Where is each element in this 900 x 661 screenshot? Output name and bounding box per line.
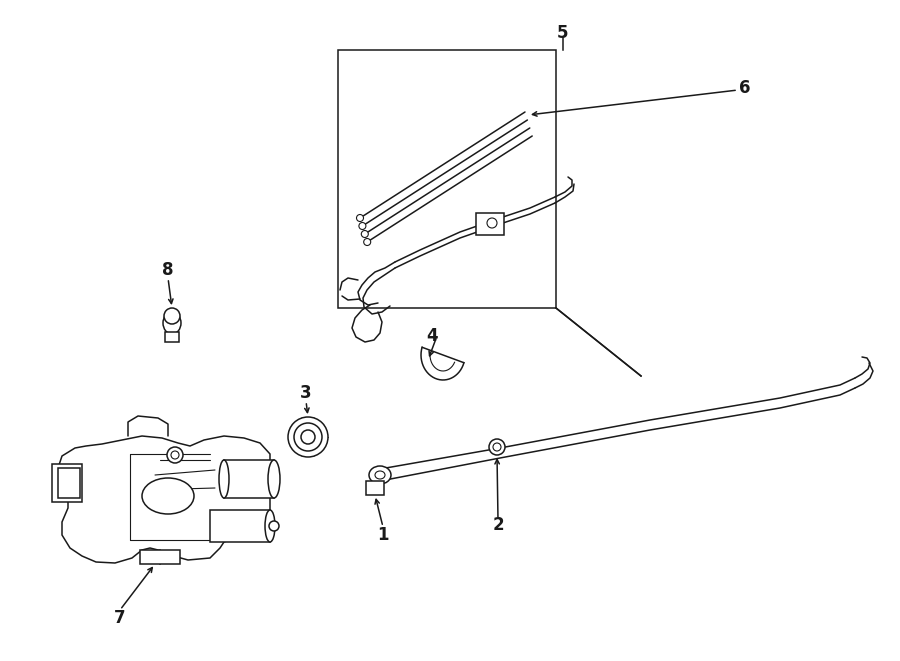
Circle shape	[359, 223, 366, 229]
Polygon shape	[58, 436, 270, 563]
Circle shape	[487, 218, 497, 228]
Bar	[165, 332, 179, 342]
Text: 1: 1	[377, 526, 389, 544]
Ellipse shape	[219, 460, 229, 498]
Text: 4: 4	[427, 327, 437, 345]
Circle shape	[493, 443, 501, 451]
Circle shape	[164, 308, 180, 324]
Circle shape	[361, 231, 368, 237]
Text: 7: 7	[114, 609, 126, 627]
Ellipse shape	[142, 478, 194, 514]
Circle shape	[489, 439, 505, 455]
Circle shape	[288, 417, 328, 457]
Circle shape	[364, 239, 371, 245]
Bar	[140, 550, 180, 564]
Circle shape	[269, 521, 279, 531]
Bar	[338, 50, 556, 308]
Ellipse shape	[375, 471, 385, 479]
Ellipse shape	[163, 312, 181, 334]
Text: 3: 3	[301, 384, 311, 402]
Bar	[366, 481, 384, 495]
Ellipse shape	[265, 510, 275, 542]
Bar	[476, 213, 504, 235]
Text: 6: 6	[739, 79, 751, 97]
Circle shape	[171, 451, 179, 459]
Bar	[58, 468, 80, 498]
Text: 8: 8	[162, 261, 174, 279]
Bar	[52, 464, 82, 502]
Bar	[210, 510, 270, 542]
Ellipse shape	[268, 460, 280, 498]
Ellipse shape	[369, 466, 391, 484]
Bar	[224, 460, 274, 498]
Circle shape	[294, 423, 322, 451]
Circle shape	[167, 447, 183, 463]
Circle shape	[356, 215, 364, 221]
Text: 5: 5	[557, 24, 569, 42]
Text: 2: 2	[492, 516, 504, 534]
Circle shape	[301, 430, 315, 444]
